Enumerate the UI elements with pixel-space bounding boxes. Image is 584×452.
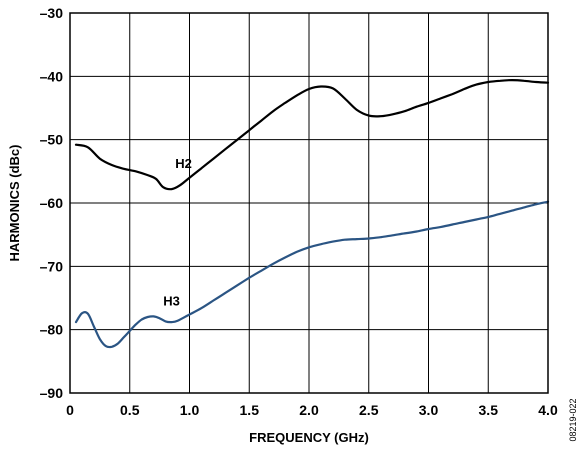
y-tick-label: –90 xyxy=(40,385,64,401)
y-tick-label: –30 xyxy=(40,5,64,21)
x-tick-label: 3.0 xyxy=(419,402,439,418)
y-tick-label: –70 xyxy=(40,258,64,274)
x-tick-label: 0 xyxy=(66,402,74,418)
series-labels: H2 H3 xyxy=(163,156,192,308)
series-label-h3: H3 xyxy=(163,294,180,309)
series-label-h2: H2 xyxy=(175,156,192,171)
figure-id: 08219-022 xyxy=(568,398,578,441)
plot-frame xyxy=(69,12,549,394)
y-tick-label: –40 xyxy=(40,68,64,84)
series-line-h2 xyxy=(74,79,550,191)
y-axis-title: HARMONICS (dBc) xyxy=(7,145,22,262)
x-tick-label: 2.0 xyxy=(299,402,319,418)
y-tick-label: –80 xyxy=(40,322,64,338)
grid xyxy=(69,12,549,394)
x-tick-label: 3.5 xyxy=(479,402,499,418)
x-tick-label: 2.5 xyxy=(359,402,379,418)
x-tick-label: 1.5 xyxy=(240,402,260,418)
y-tick-labels: –90 –80 –70 –60 –50 –40 –30 xyxy=(40,5,64,401)
x-tick-label: 1.0 xyxy=(180,402,200,418)
series-line-h3 xyxy=(74,200,550,349)
series-group xyxy=(74,79,550,349)
x-tick-label: 0.5 xyxy=(120,402,140,418)
y-tick-label: –60 xyxy=(40,195,64,211)
x-tick-labels: 0 0.5 1.0 1.5 2.0 2.5 3.0 3.5 4.0 xyxy=(66,402,558,418)
y-tick-label: –50 xyxy=(40,132,64,148)
x-axis-title: FREQUENCY (GHz) xyxy=(249,430,369,445)
x-tick-label: 4.0 xyxy=(538,402,558,418)
